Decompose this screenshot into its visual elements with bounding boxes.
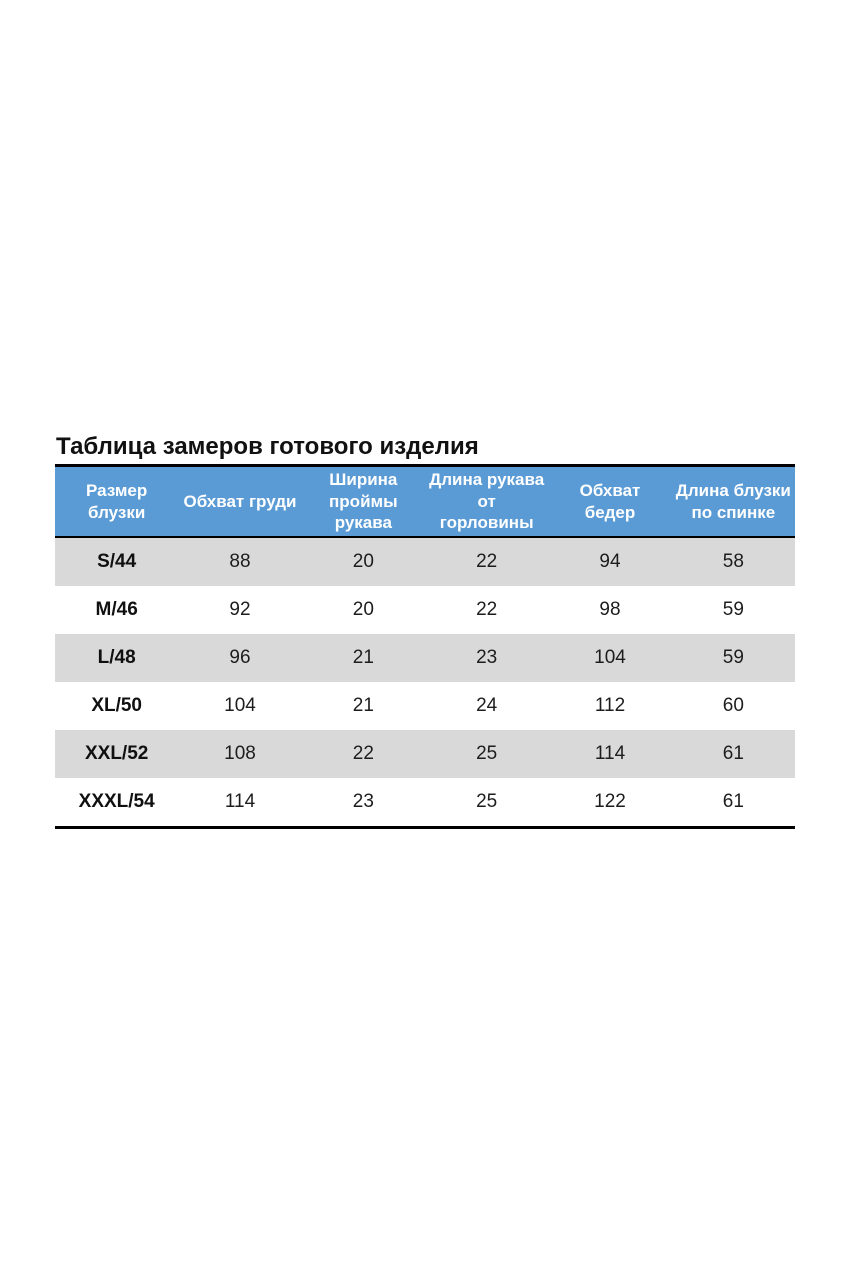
value-cell: 88 (229, 551, 251, 572)
value-cell: 20 (352, 551, 374, 572)
page-title: Таблица замеров готового изделия (56, 433, 479, 460)
value-cell: 22 (476, 551, 498, 572)
table-row: XXXL/54 114 23 25 122 61 (55, 778, 795, 826)
value-cell: 122 (594, 791, 626, 812)
value-cell: 108 (224, 743, 256, 764)
table-row: XXL/52 108 22 25 114 61 (55, 730, 795, 778)
value-cell: 96 (229, 647, 251, 668)
value-cell: 20 (352, 599, 374, 620)
size-cell: S/44 (97, 551, 137, 572)
column-header-hips: Обхват бедер (579, 480, 641, 522)
value-cell: 58 (722, 551, 744, 572)
value-cell: 98 (599, 599, 621, 620)
value-cell: 21 (352, 647, 374, 668)
size-cell: XXL/52 (84, 743, 149, 764)
value-cell: 24 (476, 695, 498, 716)
value-cell: 22 (352, 743, 374, 764)
size-cell: XL/50 (91, 695, 143, 716)
value-cell: 114 (594, 743, 626, 764)
column-header-sleeve-length: Длина рукава от горловины (429, 469, 545, 533)
size-table: Размер блузки Обхват груди Ширина проймы… (55, 464, 795, 829)
column-header-back-length: Длина блузки по спинке (675, 480, 791, 522)
header-row: Размер блузки Обхват груди Ширина проймы… (55, 467, 795, 538)
value-cell: 94 (599, 551, 621, 572)
size-cell: XXXL/54 (78, 791, 155, 812)
value-cell: 104 (594, 647, 626, 668)
size-cell: M/46 (95, 599, 138, 620)
value-cell: 61 (722, 743, 744, 764)
value-cell: 22 (476, 599, 498, 620)
table-row: XL/50 104 21 24 112 60 (55, 682, 795, 730)
value-cell: 23 (476, 647, 498, 668)
value-cell: 112 (594, 695, 626, 716)
column-header-size: Размер блузки (86, 480, 148, 522)
table-row: M/46 92 20 22 98 59 (55, 586, 795, 634)
value-cell: 25 (476, 743, 498, 764)
table-row: S/44 88 20 22 94 58 (55, 538, 795, 586)
column-header-chest: Обхват груди (183, 491, 297, 511)
size-cell: L/48 (97, 647, 136, 668)
value-cell: 23 (352, 791, 374, 812)
value-cell: 104 (224, 695, 256, 716)
value-cell: 92 (229, 599, 251, 620)
value-cell: 61 (722, 791, 744, 812)
column-header-armhole: Ширина проймы рукава (329, 469, 398, 533)
value-cell: 21 (352, 695, 374, 716)
value-cell: 114 (224, 791, 256, 812)
table-row: L/48 96 21 23 104 59 (55, 634, 795, 682)
value-cell: 25 (476, 791, 498, 812)
value-cell: 59 (722, 647, 744, 668)
value-cell: 60 (722, 695, 744, 716)
value-cell: 59 (722, 599, 744, 620)
